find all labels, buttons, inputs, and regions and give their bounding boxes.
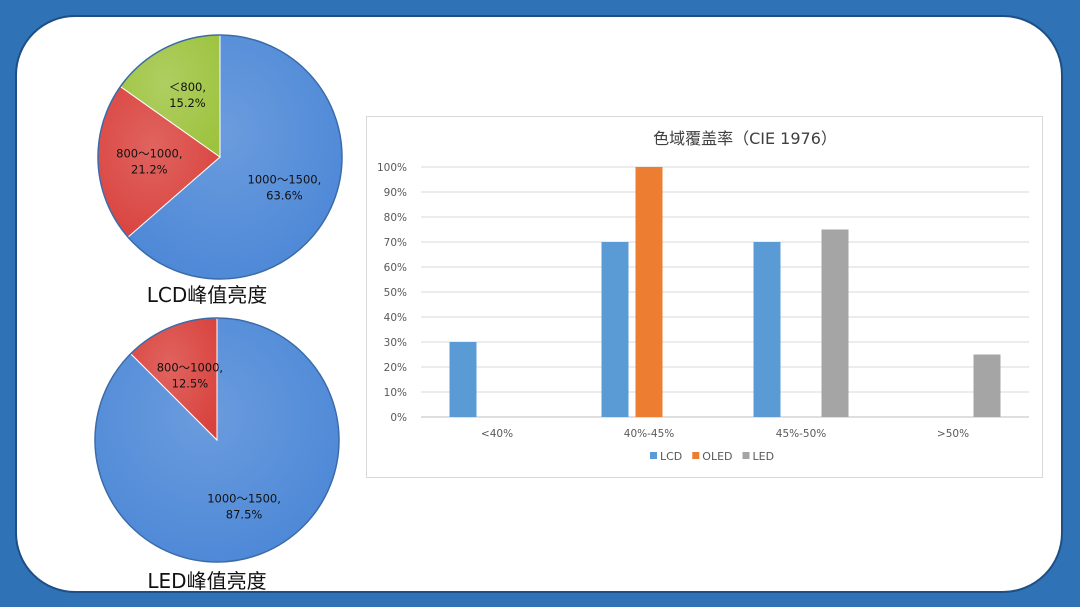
pie-slice-percent: 21.2% — [131, 163, 168, 177]
y-tick-label: 70% — [384, 237, 407, 249]
lcd-pie-svg: 1000～1500, 63.6% 800～1000, 21.2% ＜800, 15.2% — [97, 34, 343, 280]
y-tick-label: 100% — [377, 162, 407, 174]
bar-oled — [635, 167, 663, 417]
pie-slice-percent: 12.5% — [172, 377, 209, 391]
y-tick-label: 20% — [384, 362, 407, 374]
bar-chart-svg: 色域覆盖率（CIE 1976） 0% 10% 20% 30% 40% 50% 60% 70% 80… — [377, 129, 1029, 463]
pie-slice-percent: 63.6% — [266, 188, 303, 202]
y-tick-label: 50% — [384, 287, 407, 299]
legend-swatch — [742, 452, 750, 459]
lcd-pie-title: LCD峰值亮度 — [146, 283, 268, 307]
legend-swatch — [650, 452, 657, 459]
pie-slice-label: ＜800, — [169, 80, 206, 94]
bar-chart-title: 色域覆盖率（CIE 1976） — [653, 129, 837, 148]
legend-label: LED — [753, 450, 775, 463]
y-tick-label: 10% — [384, 387, 407, 399]
x-category-label: 45%-50% — [776, 428, 826, 440]
legend-label: OLED — [702, 450, 732, 463]
y-tick-label: 0% — [390, 412, 407, 424]
pie-slice-percent: 87.5% — [226, 507, 263, 521]
color-gamut-bar-chart: 色域覆盖率（CIE 1976） 0% 10% 20% 30% 40% 50% 60% 70% 80… — [366, 116, 1043, 478]
x-category-label: >50% — [937, 428, 969, 440]
led-pie-svg: 1000～1500, 87.5% 800～1000, 12.5% — [94, 317, 340, 563]
pie-slice-label: 800～1000, — [157, 361, 223, 375]
y-tick-label: 30% — [384, 337, 407, 349]
bar-lcd — [449, 342, 477, 417]
y-tick-label: 90% — [384, 187, 407, 199]
bar-led — [973, 354, 1001, 417]
led-pie-chart: 1000～1500, 87.5% 800～1000, 12.5% — [84, 310, 344, 574]
pie-slice-label: 1000～1500, — [248, 172, 322, 186]
led-pie-title: LED峰值亮度 — [147, 569, 267, 593]
y-tick-label: 40% — [384, 312, 407, 324]
lcd-pie-chart: 1000～1500, 63.6% 800～1000, 21.2% ＜800, 15.2% — [87, 27, 347, 291]
pie-outline — [97, 34, 343, 280]
x-category-label: <40% — [481, 428, 513, 440]
bar-led — [821, 229, 849, 417]
pie-outline — [94, 317, 340, 563]
bar-lcd — [753, 242, 781, 417]
bar-lcd — [601, 242, 629, 417]
pie-slice-percent: 15.2% — [169, 96, 206, 110]
y-tick-label: 60% — [384, 262, 407, 274]
pie-slice-label: 1000～1500, — [207, 491, 281, 505]
x-category-label: 40%-45% — [624, 428, 674, 440]
pie-slice-label: 800～1000, — [116, 147, 182, 161]
legend-swatch — [692, 452, 700, 459]
y-tick-label: 80% — [384, 212, 407, 224]
legend-label: LCD — [660, 450, 682, 463]
